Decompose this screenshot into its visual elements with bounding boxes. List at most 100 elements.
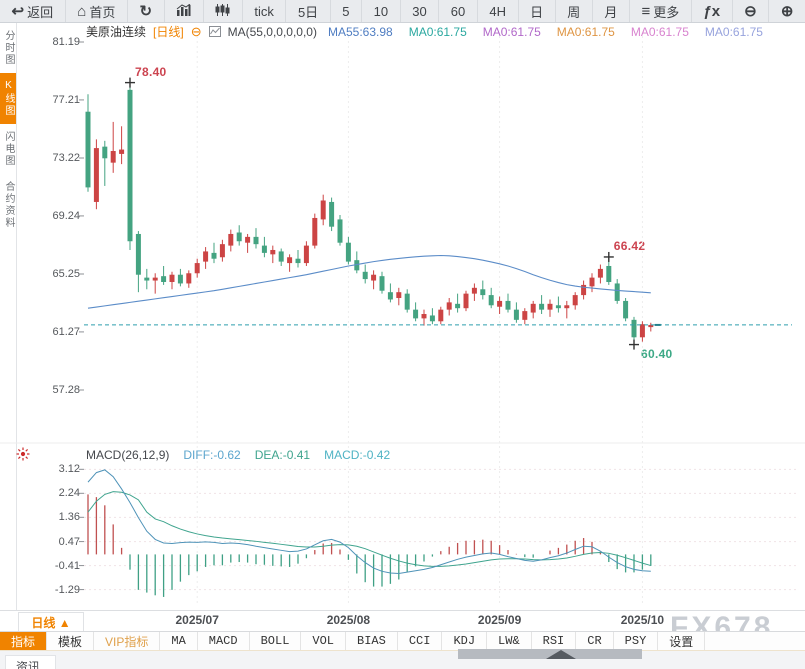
macd-tick-label: 2.24 <box>58 487 80 500</box>
line-chart-button[interactable] <box>165 0 204 22</box>
zoom-out-button[interactable]: ⊖ <box>733 0 770 22</box>
line-chart-icon <box>176 3 191 18</box>
time-tick-label: 2025/09 <box>477 613 522 627</box>
refresh-button[interactable]: ↻ <box>128 0 165 22</box>
tab-PSY[interactable]: PSY <box>614 632 659 650</box>
more-button[interactable]: ≡ 更多 <box>630 0 692 22</box>
tab-KDJ[interactable]: KDJ <box>442 632 488 650</box>
ma-indicator-icon[interactable] <box>208 26 221 37</box>
price-tick-label: 61.27 <box>52 325 80 338</box>
tab-LW&[interactable]: LW& <box>487 632 532 650</box>
indicator-tabbar: 指标 模板 VIP指标 MA MACD BOLL VOL BIAS CCI KDJ LW& RSI CR… <box>0 631 805 652</box>
period-60-button-label: 60 <box>450 3 466 19</box>
fx-indicator-button[interactable]: ƒx <box>692 0 733 22</box>
macd-diff-value: DIFF:-0.62 <box>183 448 241 462</box>
period-dropdown-button[interactable]: 日线 ▲ <box>18 612 84 632</box>
period-5day-button[interactable]: 5日 <box>286 0 331 22</box>
tab-BOLL[interactable]: BOLL <box>250 632 302 650</box>
annotation-78.40: 78.40 <box>135 64 167 79</box>
sidebar-item-3[interactable]: 合约资料 <box>3 181 14 229</box>
refresh-icon: ↻ <box>139 2 153 20</box>
tab-CR[interactable]: CR <box>576 632 614 650</box>
home-button[interactable]: ⌂ 首页 <box>66 0 128 22</box>
period-5-button[interactable]: 5 <box>331 0 363 22</box>
tick-button[interactable]: tick <box>243 0 287 22</box>
period-tag: [日线] <box>153 25 184 39</box>
back-button[interactable]: ↩ 返回 <box>0 0 66 22</box>
ma-value-4: MA0:61.75 <box>630 24 689 39</box>
macd-title: MACD(26,12,9) <box>86 448 170 462</box>
period-30-button[interactable]: 30 <box>401 0 440 22</box>
macd-settings-icon[interactable] <box>15 446 31 462</box>
period-week-button-label: 周 <box>567 4 581 20</box>
annotation-60.40: 60.40 <box>641 346 673 361</box>
period-week-button[interactable]: 周 <box>556 0 593 22</box>
tab-MA[interactable]: MA <box>160 632 198 650</box>
back-button-label: 返回 <box>27 4 54 20</box>
chart-header: 美原油连续 [日线] ⊖ MA(55,0,0,0,0,0) MA55:63.98… <box>86 23 763 40</box>
price-tick-label: 77.21 <box>52 93 80 106</box>
period-10-button-label: 10 <box>373 3 389 19</box>
tab-VIP指标[interactable]: VIP指标 <box>94 632 161 650</box>
period-5-button-label: 5 <box>342 3 350 19</box>
price-tick-label: 57.28 <box>52 383 80 396</box>
sidebar-item-1[interactable]: K线图 <box>0 73 16 124</box>
period-10-button[interactable]: 10 <box>362 0 401 22</box>
chart-type-sidebar: 分时图 K线图闪电图合约资料 <box>0 23 17 611</box>
more-icon: ≡ <box>641 2 651 20</box>
annotation-66.42: 66.42 <box>613 238 646 253</box>
tab-设置[interactable]: 设置 <box>658 632 706 650</box>
period-day-button[interactable]: 日 <box>519 0 556 22</box>
tick-button-label: tick <box>254 3 274 19</box>
symbol-name: 美原油连续 <box>86 25 147 39</box>
macd-tick-label: 0.47 <box>58 535 80 548</box>
tab-RSI[interactable]: RSI <box>532 632 577 650</box>
ma-values: MA55:63.98 MA0:61.75 MA0:61.75 MA0:61.75 MA0… <box>328 25 763 39</box>
period-4h-button[interactable]: 4H <box>478 0 519 22</box>
ma-setting-label: MA(55,0,0,0,0,0) <box>227 24 317 39</box>
zoom-in-button[interactable]: ⊕ <box>769 0 805 22</box>
price-tick-label: 81.19 <box>52 36 80 48</box>
bottom-divider <box>0 610 805 611</box>
time-tick-label: 2025/07 <box>175 613 219 627</box>
period-4h-button-label: 4H <box>489 3 506 19</box>
tab-CCI[interactable]: CCI <box>398 632 443 650</box>
tab-指标[interactable]: 指标 <box>0 632 48 650</box>
more-button-label: 更多 <box>653 4 680 20</box>
collapse-icon[interactable]: ⊖ <box>190 23 202 39</box>
ma-value-5: MA0:61.75 <box>704 24 763 39</box>
ma-value-3: MA0:61.75 <box>556 24 615 39</box>
zoom-out-icon: ⊖ <box>744 2 757 20</box>
ma-value-1: MA0:61.75 <box>408 24 467 39</box>
macd-macd-value: MACD:-0.42 <box>324 448 391 462</box>
home-icon: ⌂ <box>77 2 87 20</box>
scroll-up-arrow-icon[interactable] <box>546 650 576 659</box>
period-month-button[interactable]: 月 <box>593 0 630 22</box>
macd-dea-value: DEA:-0.41 <box>254 448 311 462</box>
news-tab[interactable]: 资讯 <box>5 655 57 669</box>
period-60-button[interactable]: 60 <box>439 0 478 22</box>
sidebar-item-2[interactable]: 闪电图 <box>3 131 14 167</box>
fx-indicator-icon: ƒx <box>703 2 721 20</box>
home-button-label: 首页 <box>89 4 116 20</box>
price-tick-label: 65.25 <box>52 267 80 280</box>
tab-MACD[interactable]: MACD <box>198 632 250 650</box>
price-tick-label: 69.24 <box>52 209 80 222</box>
back-icon: ↩ <box>11 2 25 20</box>
time-tick-label: 2025/08 <box>326 613 371 627</box>
tab-BIAS[interactable]: BIAS <box>346 632 398 650</box>
period-5day-button-label: 5日 <box>297 4 319 20</box>
candlestick-type-button[interactable] <box>204 0 243 22</box>
period-month-button-label: 月 <box>604 4 618 20</box>
candlestick-type-icon <box>215 4 230 18</box>
time-tick-label: 2025/10 <box>620 613 665 627</box>
macd-tick-label: -1.29 <box>54 583 80 596</box>
price-tick-label: 73.22 <box>52 151 80 164</box>
ma-value-2: MA0:61.75 <box>482 24 541 39</box>
tab-模板[interactable]: 模板 <box>47 632 95 650</box>
macd-tick-label: -0.41 <box>54 559 80 572</box>
sidebar-item-0[interactable]: 分时图 <box>3 30 14 66</box>
tab-VOL[interactable]: VOL <box>301 632 347 650</box>
